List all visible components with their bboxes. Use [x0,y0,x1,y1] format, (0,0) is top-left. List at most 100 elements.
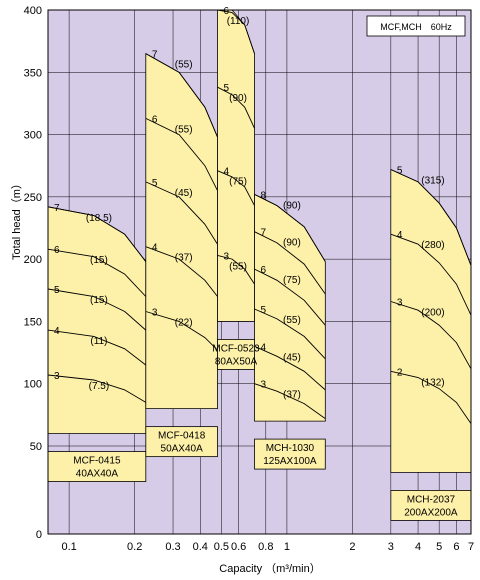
motor-kw-label: (55) [283,315,301,326]
model-name: MCF-0523 [212,343,260,354]
x-axis-label-unit: （m³/min） [265,563,321,575]
performance-curve [47,206,147,262]
stage-label: 8 [261,190,267,201]
stage-label: 5 [261,305,267,316]
model-box [254,438,326,470]
model-box [145,426,218,458]
performance-curve [390,301,472,370]
x-tick-label: 5 [436,541,442,553]
x-tick-label: 4 [415,541,421,553]
performance-curve [145,246,218,297]
stage-label: 4 [223,167,229,178]
stage-label: 3 [54,371,60,382]
y-tick-label: 350 [24,67,42,79]
y-tick-label: 200 [24,254,42,266]
motor-kw-label: (45) [283,352,301,363]
x-tick-label: 0.8 [258,541,273,553]
y-tick-label: 300 [24,130,42,142]
performance-curve [217,9,255,54]
performance-curve [390,233,472,316]
performance-curve [145,53,218,138]
motor-kw-label: (90) [229,93,247,104]
x-tick-label: 3 [388,541,394,553]
legend-frame [366,15,466,37]
model-size: 200AX200A [404,507,458,518]
motor-kw-label: (15) [90,295,108,306]
stage-label: 7 [54,203,60,214]
motor-kw-label: (22) [175,317,193,328]
x-axis-ticks: 0.1 0.2 0.3 0.4 0.5 0.6 0.8 1 2 3 4 5 6 7 [61,541,474,553]
performance-curve [254,345,326,391]
stage-label: 3 [261,380,267,391]
y-tick-label: 400 [24,5,42,17]
x-tick-label: 6 [453,541,459,553]
stage-label: 5 [223,83,229,94]
x-axis-label: Capacity （m³/min） [200,560,340,576]
performance-curve [254,383,326,419]
y-axis-label: Total head（m） [11,178,23,260]
performance-curves [47,9,472,424]
motor-kw-label: (18.5) [86,213,112,224]
legend-text: MCF,MCH 60Hz [380,22,452,32]
x-tick-label: 0.2 [127,541,142,553]
x-tick-label: 0.3 [165,541,180,553]
performance-curve [254,308,326,360]
motor-kw-label: (7.5) [89,381,110,392]
x-tick-label: 7 [468,541,474,553]
x-tick-label: 0.5 [214,541,229,553]
stage-label: 3 [223,251,229,262]
performance-curve [145,311,218,351]
stage-label: 4 [261,342,267,353]
motor-kw-label: (45) [175,188,193,199]
motor-kw-label: (55) [175,60,193,71]
curve-labels: 7(18.5)6(15)5(15)4(11)3(7.5)7(55)6(55)5(… [54,6,445,401]
model-name: MCH-2037 [407,494,456,505]
model-name: MCH-1030 [266,443,315,454]
performance-curve [254,231,326,295]
pump-regions [47,9,472,473]
motor-kw-label: (110) [227,16,250,27]
stage-label: 3 [397,297,403,308]
model-box [47,451,147,482]
model-size: 40AX40A [76,469,119,480]
motor-kw-label: (200) [421,307,444,318]
stage-label: 5 [54,285,60,296]
stage-label: 7 [261,228,267,239]
y-tick-label: 250 [24,192,42,204]
x-tick-label: 2 [349,541,355,553]
stage-label: 6 [54,245,60,256]
performance-curve [217,86,255,129]
motor-kw-label: (90) [283,200,301,211]
motor-kw-label: (280) [421,240,444,251]
model-size: 125AX100A [263,456,317,467]
performance-curve [47,329,147,366]
performance-curve [254,268,326,326]
model-name: MCF-0415 [73,456,121,467]
performance-curve [47,288,147,331]
y-tick-label: 0 [36,529,42,541]
performance-curve [217,170,255,206]
stage-label: 2 [397,367,403,378]
y-axis-ticks: 0 50 100 150 200 250 300 350 400 [24,5,42,541]
x-tick-label: 0.6 [231,541,246,553]
pump-region [217,9,255,322]
stage-label: 5 [397,165,403,176]
model-box [217,339,255,370]
motor-kw-label: (11) [90,336,107,347]
motor-kw-label: (15) [90,255,108,266]
performance-curve [390,370,472,424]
motor-kw-label: (315) [421,175,444,186]
model-size: 50AX40A [161,444,204,455]
performance-curve [390,169,472,266]
stage-label: 6 [152,114,158,125]
y-tick-label: 100 [24,379,42,391]
plot-frame [47,9,472,535]
motor-kw-label: (132) [421,377,444,388]
performance-curve [47,374,147,403]
performance-curve [145,117,218,191]
model-labels: MCF-0415 40AX40A MCF-0418 50AX40A MCF-0523 80… [47,339,472,521]
stage-label: 6 [261,265,267,276]
x-tick-label: 0.4 [193,541,208,553]
stage-label: 7 [152,50,158,61]
